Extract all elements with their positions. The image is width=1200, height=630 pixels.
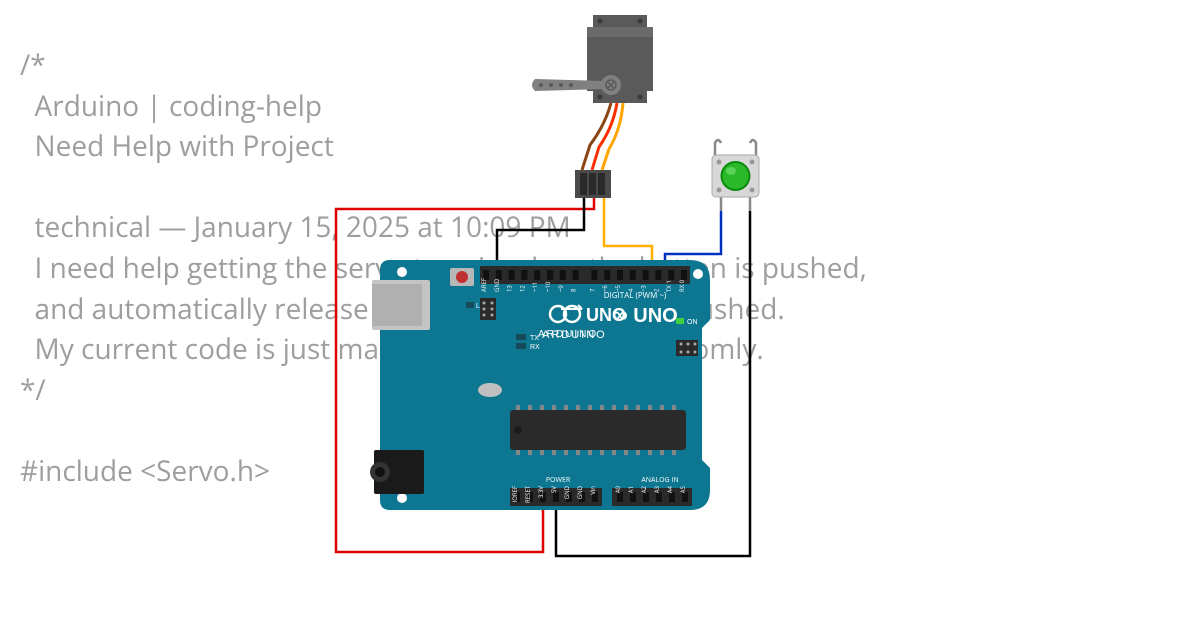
svg-text:~10: ~10 xyxy=(544,281,552,292)
servo-motor xyxy=(532,15,653,198)
svg-text:ON: ON xyxy=(687,319,698,326)
svg-text:8: 8 xyxy=(570,288,578,292)
power-label: POWER xyxy=(546,476,571,485)
svg-text:~9: ~9 xyxy=(557,285,565,292)
reset-button xyxy=(456,271,468,283)
svg-text:GND: GND xyxy=(576,486,584,499)
svg-text:GND: GND xyxy=(493,279,501,292)
svg-text:IOREF: IOREF xyxy=(511,486,519,502)
svg-text:3.3V: 3.3V xyxy=(537,486,545,498)
svg-text:Vin: Vin xyxy=(589,486,597,495)
svg-text:GND: GND xyxy=(563,486,571,499)
svg-text:~11: ~11 xyxy=(531,282,539,292)
svg-text:12: 12 xyxy=(518,285,526,292)
svg-text:RX 0: RX 0 xyxy=(678,279,686,292)
digital-label: DIGITAL (PWM ~) xyxy=(604,290,667,301)
svg-text:A5: A5 xyxy=(679,485,687,493)
svg-text:ARDUINO: ARDUINO xyxy=(538,329,598,340)
svg-text:13: 13 xyxy=(506,285,514,292)
analog-label: ANALOG IN xyxy=(641,476,678,485)
svg-text:TX 1: TX 1 xyxy=(665,280,673,292)
svg-text:RESET: RESET xyxy=(524,485,532,503)
svg-text:7: 7 xyxy=(588,288,596,292)
atmega-chip xyxy=(510,410,686,450)
svg-text:A0: A0 xyxy=(614,485,622,493)
svg-text:L: L xyxy=(476,303,480,310)
svg-text:RX: RX xyxy=(530,344,540,351)
uno-label: UNO xyxy=(633,305,677,327)
push-button xyxy=(712,140,759,211)
svg-text:A1: A1 xyxy=(627,486,635,493)
svg-text:5V: 5V xyxy=(550,486,558,493)
svg-text:A2: A2 xyxy=(640,485,648,493)
circuit-diagram: AREFGND1312~11~10~987~6~54~32TX 1RX 0 DI… xyxy=(0,0,1200,630)
svg-text:A4: A4 xyxy=(666,485,674,493)
arduino-uno: AREFGND1312~11~10~987~6~54~32TX 1RX 0 DI… xyxy=(370,260,710,510)
svg-text:UNO: UNO xyxy=(586,305,626,325)
svg-text:A3: A3 xyxy=(653,485,661,493)
svg-text:AREF: AREF xyxy=(480,278,488,292)
